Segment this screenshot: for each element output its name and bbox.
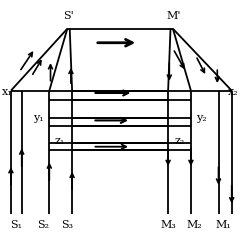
- Text: S₂: S₂: [37, 220, 49, 230]
- Text: y₂: y₂: [197, 113, 207, 122]
- Text: M': M': [167, 11, 181, 21]
- Text: z₂: z₂: [175, 136, 185, 146]
- Text: S₃: S₃: [61, 220, 73, 230]
- Text: S': S': [63, 11, 74, 21]
- Text: M₁: M₁: [215, 220, 231, 230]
- Text: z₁: z₁: [55, 136, 65, 146]
- Text: x₁: x₁: [2, 87, 13, 97]
- Text: M₃: M₃: [160, 220, 176, 230]
- Text: x₂: x₂: [227, 87, 238, 97]
- Text: S₁: S₁: [10, 220, 22, 230]
- Text: y₁: y₁: [33, 113, 44, 122]
- Text: M₂: M₂: [187, 220, 202, 230]
